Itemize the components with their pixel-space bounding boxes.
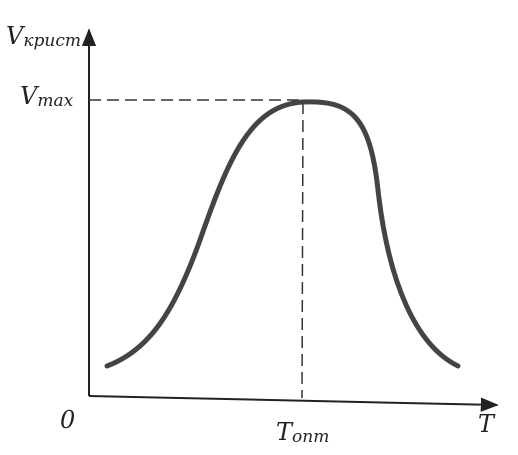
optimum-label: Tопт xyxy=(276,418,329,447)
x-axis-label: T xyxy=(478,410,496,438)
peak-label: Vmax xyxy=(20,82,74,111)
y-axis-label: Vкрист xyxy=(6,22,81,51)
origin-label: 0 xyxy=(60,406,75,434)
x-axis xyxy=(88,395,499,412)
topt-guide xyxy=(301,101,304,399)
rate-curve xyxy=(104,99,461,369)
